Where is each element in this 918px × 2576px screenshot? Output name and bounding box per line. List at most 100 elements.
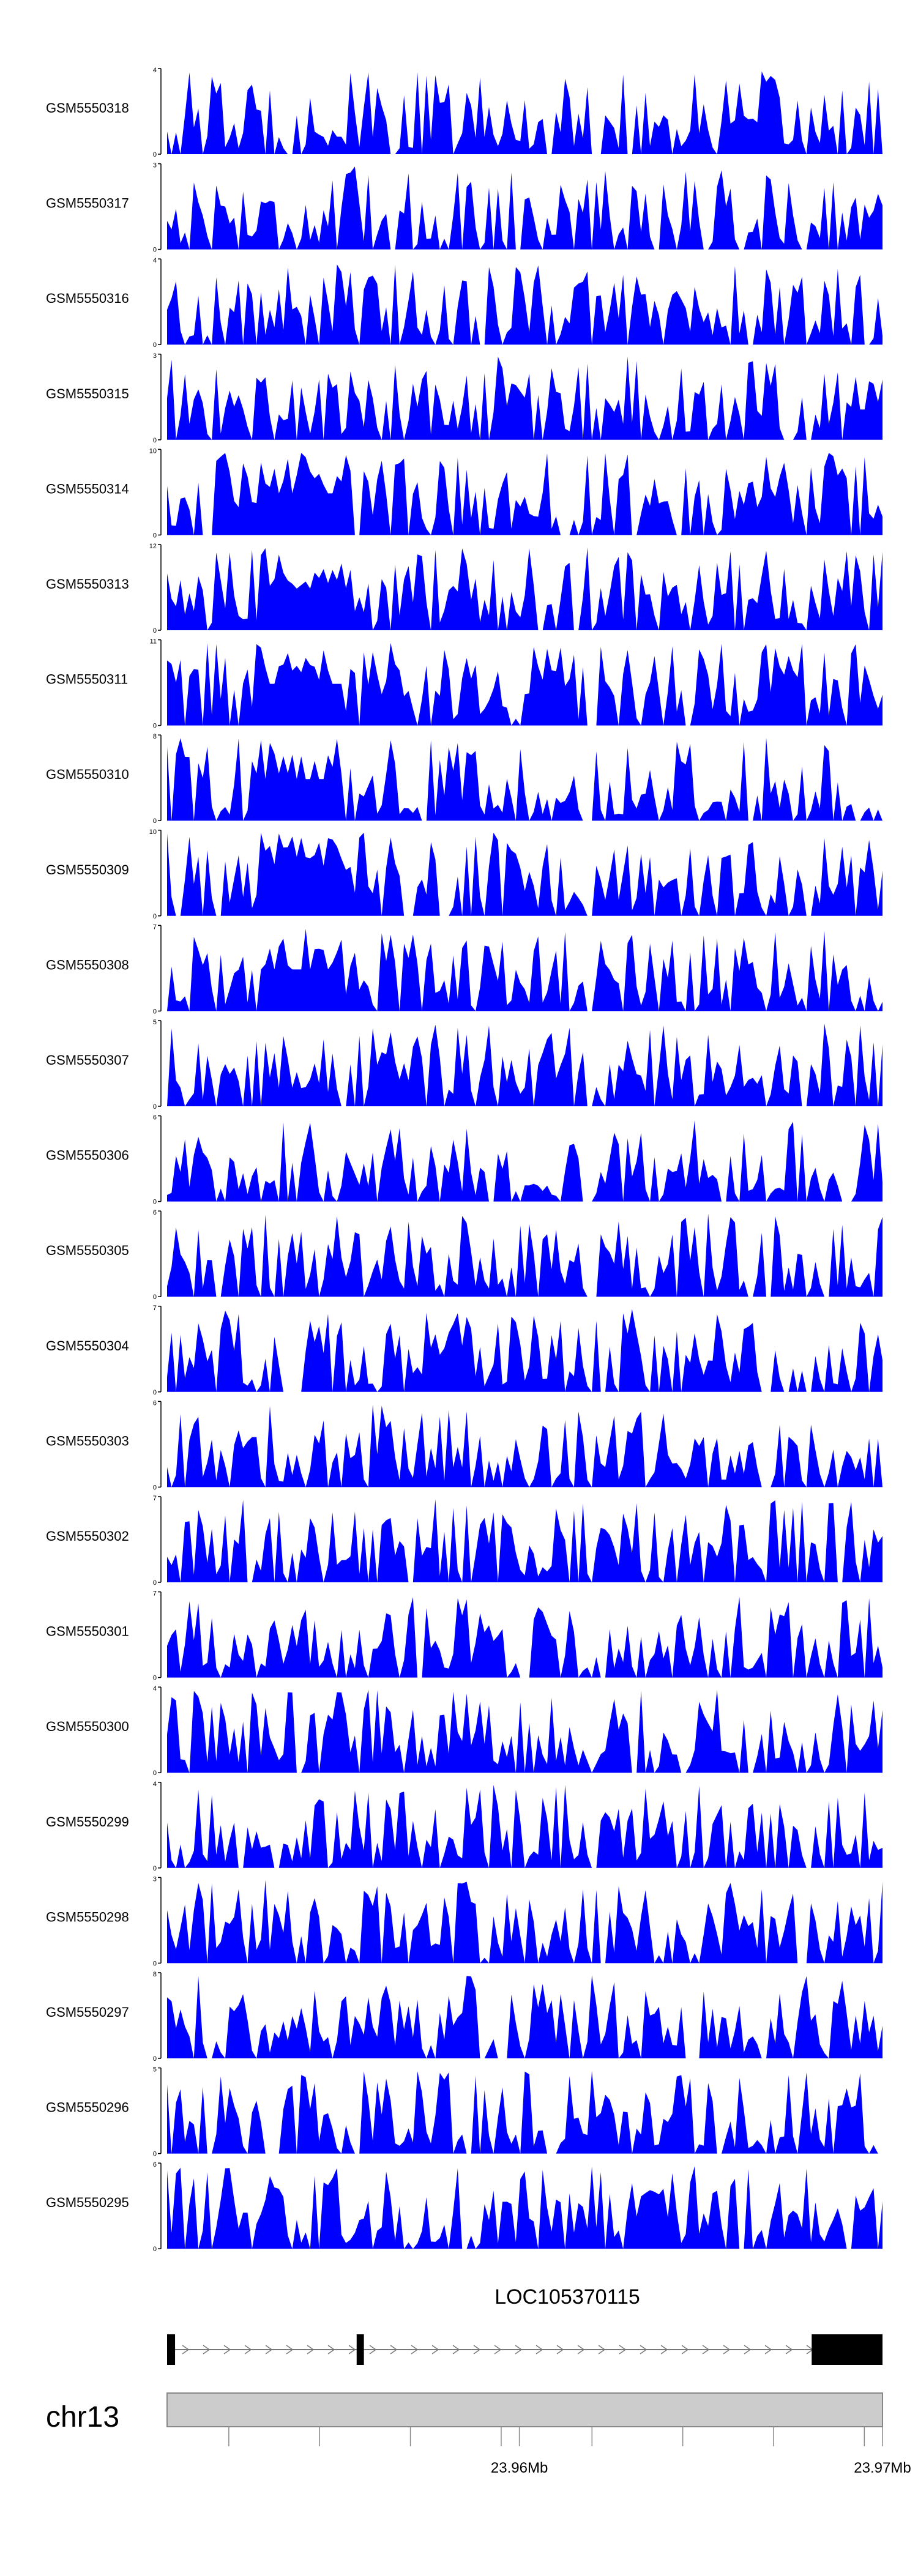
coverage-track: GSM5550316 4 0 xyxy=(46,257,883,349)
coverage-track: GSM5550295 6 0 xyxy=(46,2161,883,2253)
strand-arrow xyxy=(515,2345,523,2355)
strand-arrow xyxy=(473,2345,481,2355)
track-label: GSM5550305 xyxy=(46,1243,129,1258)
coverage-area xyxy=(167,264,883,345)
strand-arrow xyxy=(494,2345,502,2355)
track-label: GSM5550311 xyxy=(46,672,128,687)
coverage-area xyxy=(167,1689,883,1773)
y-max-label: 3 xyxy=(153,162,157,169)
coverage-track: GSM5550297 8 0 xyxy=(46,1971,883,2063)
track-label: GSM5550316 xyxy=(46,291,129,306)
y-min-label: 0 xyxy=(153,2151,157,2158)
coverage-track: GSM5550315 3 0 xyxy=(46,352,883,444)
coverage-area xyxy=(167,1785,883,1868)
coverage-area xyxy=(167,642,883,726)
strand-arrow xyxy=(286,2345,294,2355)
coverage-area xyxy=(167,1880,883,1964)
strand-arrow xyxy=(764,2345,772,2355)
coverage-area xyxy=(167,453,883,535)
strand-arrow xyxy=(244,2345,252,2355)
track-label: GSM5550303 xyxy=(46,1433,129,1448)
coverage-track: GSM5550302 7 0 xyxy=(46,1495,883,1587)
strand-arrow xyxy=(598,2345,606,2355)
y-max-label: 12 xyxy=(149,543,157,550)
gene-track: LOC105370115 xyxy=(167,2285,883,2365)
coverage-area xyxy=(167,1404,883,1487)
track-label: GSM5550302 xyxy=(46,1528,129,1544)
coverage-area xyxy=(167,1309,883,1392)
strand-arrow xyxy=(390,2345,398,2355)
coverage-area xyxy=(167,1023,883,1106)
coverage-track: GSM5550308 7 0 xyxy=(46,923,883,1015)
coverage-track: GSM5550314 10 0 xyxy=(46,447,883,539)
y-min-label: 0 xyxy=(153,1579,157,1587)
axis-tick-label: 23.97Mb xyxy=(854,2460,911,2476)
y-min-label: 0 xyxy=(153,1675,157,1682)
y-min-label: 0 xyxy=(153,913,157,920)
strand-arrow xyxy=(702,2345,710,2355)
coverage-area xyxy=(167,738,883,821)
y-min-label: 0 xyxy=(153,341,157,349)
coverage-area xyxy=(167,166,883,250)
coverage-track: GSM5550299 4 0 xyxy=(46,1781,883,1872)
track-label: GSM5550313 xyxy=(46,576,129,592)
coverage-track: GSM5550306 6 0 xyxy=(46,1114,883,1206)
track-label: GSM5550309 xyxy=(46,862,129,877)
strand-arrow xyxy=(681,2345,689,2355)
y-min-label: 0 xyxy=(153,1389,157,1396)
y-max-label: 6 xyxy=(153,1399,157,1407)
coverage-tracks: GSM555031840GSM555031730GSM555031640GSM5… xyxy=(46,67,883,2253)
coverage-area xyxy=(167,929,883,1011)
y-min-label: 0 xyxy=(153,1770,157,1777)
track-label: GSM5550317 xyxy=(46,196,129,211)
y-max-label: 3 xyxy=(153,1875,157,1883)
y-min-label: 0 xyxy=(153,247,157,254)
track-label: GSM5550296 xyxy=(46,2100,129,2115)
coverage-track: GSM5550300 4 0 xyxy=(46,1685,883,1777)
chromosome-label: chr13 xyxy=(46,2401,119,2433)
coverage-area xyxy=(167,1499,883,1582)
y-min-label: 0 xyxy=(153,1960,157,1967)
coverage-track: GSM5550307 5 0 xyxy=(46,1019,883,1111)
y-min-label: 0 xyxy=(153,1103,157,1111)
strand-arrow xyxy=(411,2345,419,2355)
strand-arrow xyxy=(536,2345,543,2355)
gene-model xyxy=(167,2334,883,2365)
track-label: GSM5550301 xyxy=(46,1624,129,1639)
y-max-label: 7 xyxy=(153,923,157,931)
track-label: GSM5550308 xyxy=(46,957,129,972)
y-max-label: 5 xyxy=(153,1019,157,1026)
strand-arrow xyxy=(640,2345,647,2355)
coverage-track: GSM5550304 7 0 xyxy=(46,1305,883,1396)
strand-arrow xyxy=(619,2345,627,2355)
y-max-label: 11 xyxy=(150,638,157,646)
y-max-label: 4 xyxy=(153,67,157,74)
chromosome-track: chr13 23.96Mb 23.97Mb xyxy=(46,2392,911,2476)
gene-exon xyxy=(167,2334,176,2365)
strand-arrow xyxy=(307,2345,315,2355)
chromosome-axis: 23.96Mb 23.97Mb xyxy=(228,2427,911,2476)
y-min-label: 0 xyxy=(153,437,157,444)
coverage-area xyxy=(167,1213,883,1297)
y-min-label: 0 xyxy=(153,1484,157,1491)
track-label: GSM5550300 xyxy=(46,1719,129,1734)
gene-exon xyxy=(812,2334,883,2365)
track-label: GSM5550304 xyxy=(46,1338,129,1353)
y-max-label: 10 xyxy=(149,828,157,836)
coverage-area xyxy=(167,2071,883,2154)
strand-arrow xyxy=(744,2345,752,2355)
strand-arrow xyxy=(348,2345,356,2355)
y-min-label: 0 xyxy=(153,1008,157,1015)
track-label: GSM5550295 xyxy=(46,2195,129,2210)
y-min-label: 0 xyxy=(153,532,157,539)
strand-arrow xyxy=(723,2345,731,2355)
coverage-area xyxy=(167,2166,883,2249)
y-min-label: 0 xyxy=(153,1199,157,1206)
y-min-label: 0 xyxy=(153,2055,157,2063)
coverage-area xyxy=(167,1596,883,1678)
y-min-label: 0 xyxy=(153,2246,157,2253)
y-min-label: 0 xyxy=(153,151,157,158)
strand-arrow xyxy=(327,2345,335,2355)
strand-arrow xyxy=(431,2345,439,2355)
